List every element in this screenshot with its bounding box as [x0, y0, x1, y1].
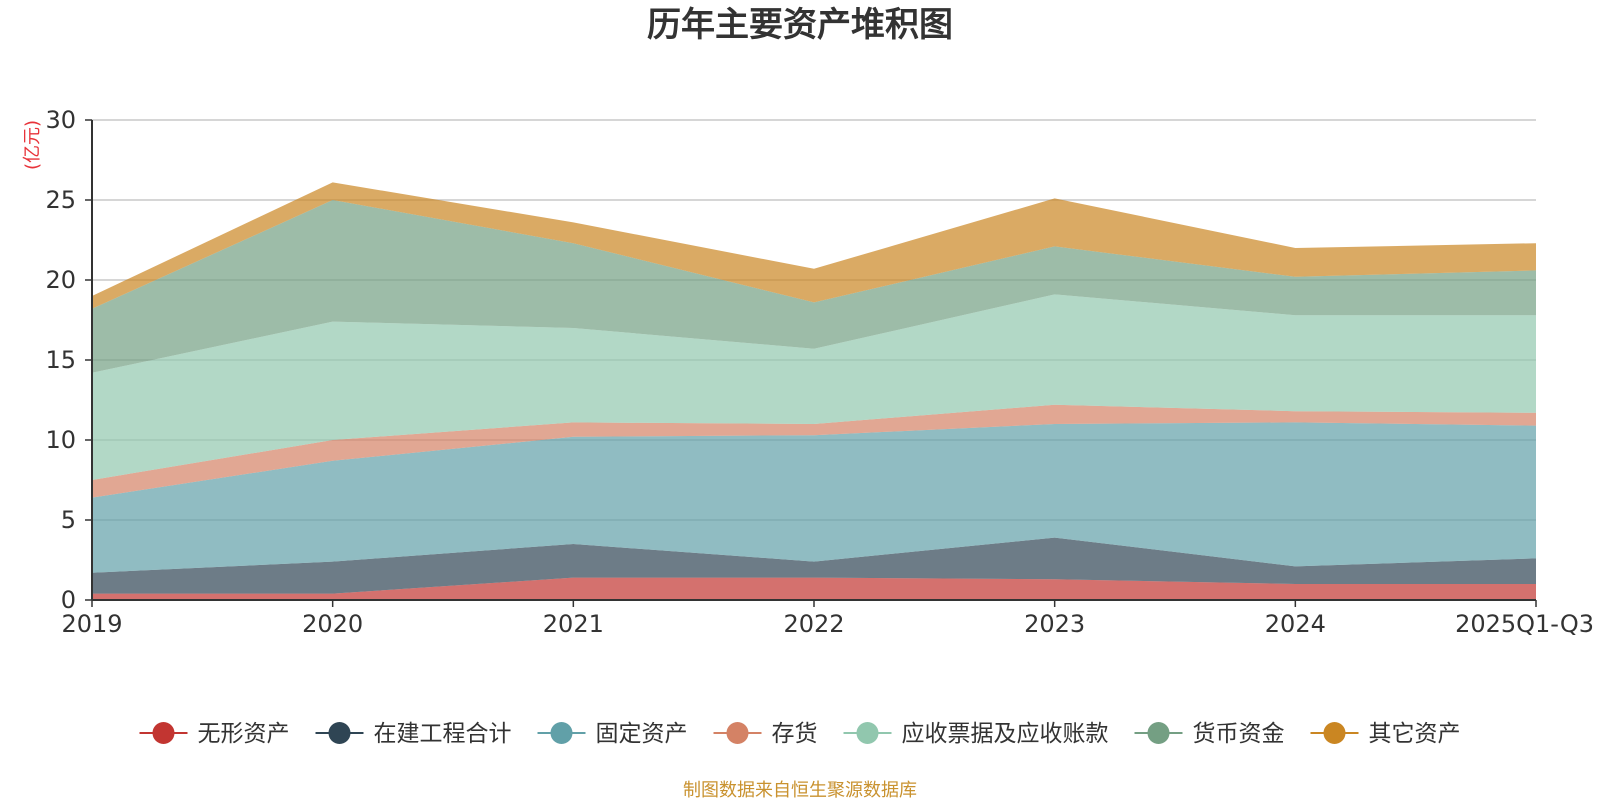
- x-tick-label: 2019: [61, 610, 122, 638]
- legend-label: 固定资产: [596, 721, 688, 747]
- legend-marker: [1323, 722, 1346, 744]
- legend-label: 存货: [772, 721, 818, 747]
- x-tick-label: 2025Q1-Q3: [1455, 610, 1594, 638]
- legend-item-5[interactable]: 货币资金: [1134, 721, 1285, 747]
- area-series-6: [92, 182, 1536, 309]
- legend-marker: [726, 722, 749, 744]
- axes: 0 5 10 15 20 25 30 2019 2020 2021 2022 2023 2024 2025…: [45, 106, 1594, 638]
- legend-item-0[interactable]: 无形资产: [139, 721, 290, 747]
- legend-item-6[interactable]: 其它资产: [1310, 721, 1461, 747]
- y-tick-label: 15: [45, 346, 76, 374]
- y-tick-label: 20: [45, 266, 76, 294]
- legend-item-3[interactable]: 存货: [713, 721, 818, 747]
- y-axis-unit-label: (亿元): [22, 120, 43, 170]
- legend-item-1[interactable]: 在建工程合计: [315, 721, 512, 747]
- x-tick-label: 2023: [1024, 610, 1085, 638]
- area-series-5: [92, 200, 1536, 373]
- legend-item-4[interactable]: 应收票据及应收账款: [843, 721, 1109, 747]
- legend-label: 无形资产: [198, 721, 290, 747]
- chart-title: 历年主要资产堆积图: [647, 5, 953, 45]
- legend-label: 应收票据及应收账款: [902, 721, 1109, 747]
- y-tick-label: 10: [45, 426, 76, 454]
- y-tick-label: 30: [45, 106, 76, 134]
- y-tick-label: 25: [45, 186, 76, 214]
- area-series-0: [92, 577, 1536, 600]
- data-source-note: 制图数据来自恒生聚源数据库: [683, 780, 917, 800]
- legend-marker: [1147, 722, 1170, 744]
- x-tick-label: 2021: [543, 610, 604, 638]
- area-series-2: [92, 422, 1536, 573]
- legend-item-2[interactable]: 固定资产: [537, 721, 688, 747]
- legend-label: 其它资产: [1369, 721, 1461, 747]
- legend-label: 在建工程合计: [374, 721, 512, 747]
- legend-marker: [856, 722, 879, 744]
- x-tick-label: 2020: [302, 610, 363, 638]
- area-series-3: [92, 404, 1536, 498]
- area-series: [92, 182, 1536, 600]
- legend-marker: [152, 722, 175, 744]
- area-series-1: [92, 537, 1536, 594]
- x-tick-label: 2024: [1265, 610, 1326, 638]
- area-series-4: [92, 294, 1536, 480]
- legend-marker: [328, 722, 351, 744]
- legend-marker: [550, 722, 573, 744]
- x-tick-label: 2022: [783, 610, 844, 638]
- y-tick-label: 0: [61, 586, 76, 614]
- y-tick-label: 5: [61, 506, 76, 534]
- legend[interactable]: 无形资产 在建工程合计 固定资产 存货 应收票据及应收账款 货币资金 其它资产: [139, 721, 1461, 747]
- legend-label: 货币资金: [1193, 721, 1285, 747]
